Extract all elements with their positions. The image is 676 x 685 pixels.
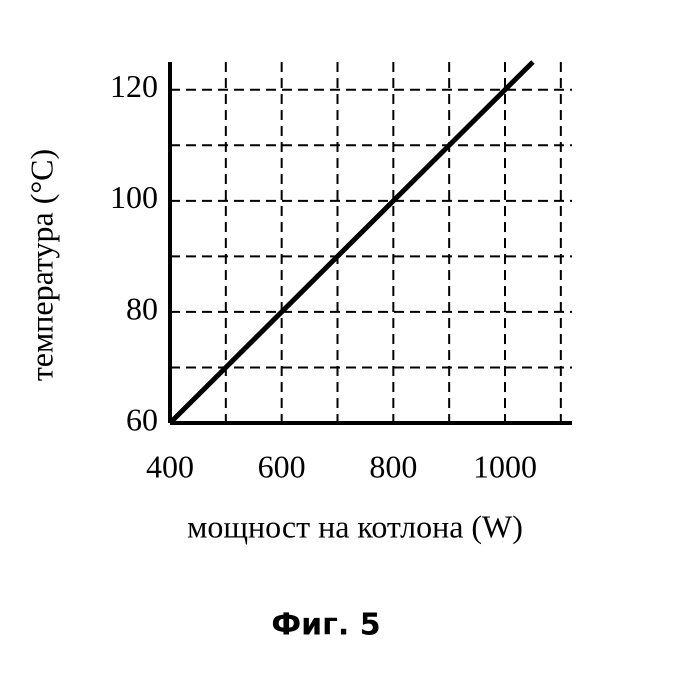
x-tick-label: 800 — [369, 448, 417, 484]
y-axis-label: температура (°C) — [23, 149, 59, 381]
x-tick-label: 1000 — [473, 448, 537, 484]
caption: Фиг. 5 — [271, 608, 380, 643]
y-tick-label: 100 — [110, 179, 158, 215]
y-tick-label: 120 — [110, 68, 158, 104]
y-tick-label: 80 — [126, 290, 158, 326]
x-tick-label: 400 — [146, 448, 194, 484]
y-tick-label: 60 — [126, 401, 158, 437]
x-tick-label: 600 — [258, 448, 306, 484]
data-line — [168, 60, 535, 425]
x-axis-label: мощност на котлона (W) — [187, 508, 523, 544]
